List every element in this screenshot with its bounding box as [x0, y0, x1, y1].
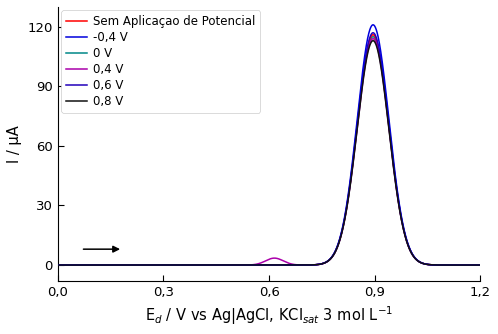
Line: -0,4 V: -0,4 V [58, 25, 481, 265]
0,6 V [478, 263, 484, 267]
Line: 0,4 V: 0,4 V [58, 39, 481, 265]
0,8 V [330, 254, 336, 258]
0 V [402, 234, 408, 238]
0,4 V [216, 263, 222, 267]
Sem Aplicaçao de Potencial [478, 263, 484, 267]
X-axis label: E$_{d}$ / V vs Ag|AgCl, KCl$_{sat}$ 3 mol L$^{-1}$: E$_{d}$ / V vs Ag|AgCl, KCl$_{sat}$ 3 mo… [145, 304, 393, 327]
0,8 V [131, 263, 137, 267]
0,8 V [308, 263, 314, 267]
Line: 0,6 V: 0,6 V [58, 33, 481, 265]
0,4 V [308, 263, 314, 267]
0,6 V [131, 263, 137, 267]
Line: Sem Aplicaçao de Potencial: Sem Aplicaçao de Potencial [58, 35, 481, 265]
0,8 V [478, 263, 484, 267]
0,6 V [216, 263, 222, 267]
0,6 V [55, 263, 61, 267]
Line: 0 V: 0 V [58, 37, 481, 265]
Sem Aplicaçao de Potencial [402, 234, 408, 238]
Line: 0,8 V: 0,8 V [58, 41, 481, 265]
0,4 V [131, 263, 137, 267]
0,8 V [370, 39, 376, 43]
0,6 V [371, 31, 376, 35]
0 V [131, 263, 137, 267]
0,8 V [55, 263, 61, 267]
0,4 V [478, 263, 484, 267]
Sem Aplicaçao de Potencial [131, 263, 137, 267]
Sem Aplicaçao de Potencial [370, 33, 376, 37]
0,4 V [370, 37, 376, 41]
0 V [330, 254, 336, 258]
0,6 V [330, 254, 336, 258]
Legend: Sem Aplicaçao de Potencial, -0,4 V, 0 V, 0,4 V, 0,6 V, 0,8 V: Sem Aplicaçao de Potencial, -0,4 V, 0 V,… [61, 10, 260, 113]
0,6 V [308, 263, 314, 267]
0,4 V [402, 235, 408, 239]
0 V [478, 263, 484, 267]
0 V [371, 35, 376, 39]
-0,4 V [370, 23, 376, 27]
0,6 V [370, 31, 376, 35]
-0,4 V [478, 263, 484, 267]
Sem Aplicaçao de Potencial [55, 263, 61, 267]
Sem Aplicaçao de Potencial [308, 263, 314, 267]
Sem Aplicaçao de Potencial [330, 254, 336, 258]
0 V [216, 263, 222, 267]
Sem Aplicaçao de Potencial [216, 263, 222, 267]
0 V [55, 263, 61, 267]
0,4 V [55, 263, 61, 267]
0,8 V [402, 235, 408, 239]
0,4 V [371, 37, 376, 41]
Sem Aplicaçao de Potencial [371, 33, 376, 37]
0 V [370, 35, 376, 39]
-0,4 V [402, 233, 408, 237]
0,8 V [216, 263, 222, 267]
0,8 V [371, 39, 376, 43]
-0,4 V [131, 263, 137, 267]
-0,4 V [330, 254, 336, 258]
0,4 V [330, 254, 336, 258]
Y-axis label: I / μA: I / μA [7, 125, 22, 163]
-0,4 V [308, 263, 314, 267]
-0,4 V [371, 23, 376, 27]
-0,4 V [55, 263, 61, 267]
0,6 V [402, 234, 408, 238]
-0,4 V [216, 263, 222, 267]
0 V [308, 263, 314, 267]
